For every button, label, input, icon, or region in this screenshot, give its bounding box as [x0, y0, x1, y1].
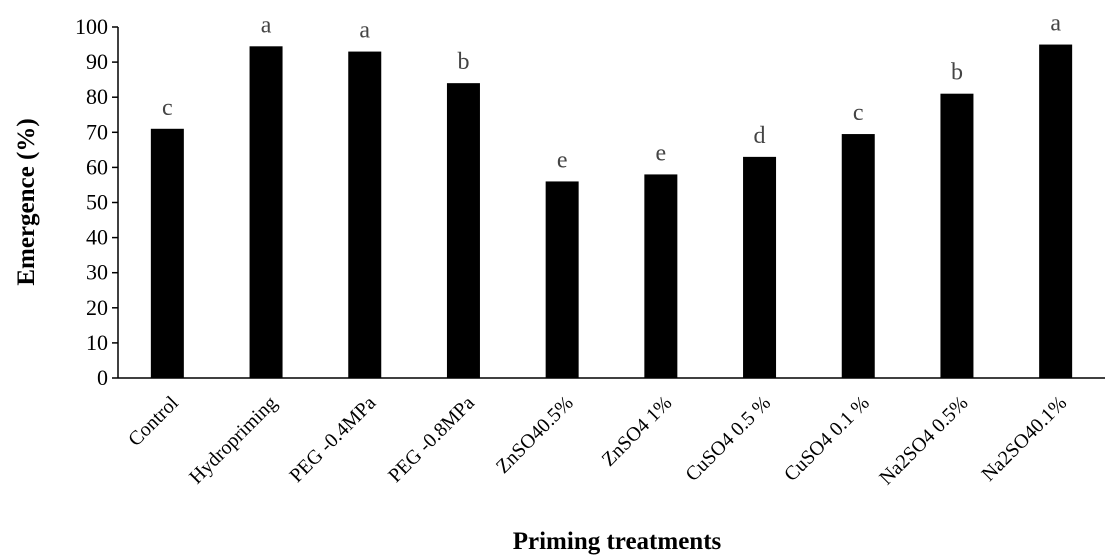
y-tick-label: 40 [86, 225, 108, 250]
y-tick-label: 50 [86, 190, 108, 215]
significance-letter: e [656, 140, 667, 166]
y-tick-label: 10 [86, 330, 108, 355]
significance-letter: d [754, 123, 766, 149]
bar [150, 128, 184, 378]
bar [1039, 44, 1073, 379]
bar [545, 181, 579, 378]
x-tick-label: ZnSO4 1% [598, 392, 677, 471]
significance-letter: a [1050, 11, 1061, 37]
y-tick-label: 20 [86, 295, 108, 320]
significance-letter: b [951, 60, 963, 86]
bars [150, 44, 1073, 379]
bar [743, 156, 777, 378]
y-tick-label: 0 [97, 365, 108, 390]
bar [446, 83, 480, 378]
significance-letter: b [457, 49, 469, 75]
bar [841, 134, 875, 378]
x-tick-label: PEG -0.4MPa [285, 392, 380, 487]
y-tick-label: 30 [86, 260, 108, 285]
y-tick-label: 70 [86, 119, 108, 144]
significance-letter: c [853, 100, 864, 126]
x-tick-label: ZnSO40.5% [492, 392, 578, 478]
x-axis-tick-labels: Control Hydropriming PEG -0.4MPa PEG -0.8MP… [124, 392, 1071, 490]
y-tick-label: 100 [75, 14, 108, 39]
x-tick-label: Na2SO4 0.5% [875, 392, 972, 489]
significance-letters: c a a b e e d c b a [162, 11, 1061, 174]
significance-letter: c [162, 95, 173, 121]
y-axis-ticks: 0 10 20 30 40 50 60 70 80 90 100 [75, 14, 118, 390]
x-axis-title: Priming treatments [513, 528, 722, 555]
bar [348, 51, 382, 378]
y-tick-label: 80 [86, 84, 108, 109]
x-tick-label: Control [124, 392, 183, 451]
x-tick-label: CuSO4 0.5 % [681, 392, 775, 486]
x-tick-label: Na2SO40.1% [977, 392, 1071, 486]
y-axis-title: Emergence (%) [13, 118, 40, 285]
y-tick-label: 90 [86, 49, 108, 74]
bar [644, 174, 678, 378]
significance-letter: e [557, 147, 568, 173]
significance-letter: a [261, 12, 272, 38]
x-tick-label: Hydropriming [185, 392, 281, 488]
x-tick-label: PEG -0.8MPa [384, 392, 479, 487]
y-tick-label: 60 [86, 154, 108, 179]
significance-letter: a [359, 18, 370, 44]
bar [940, 93, 974, 378]
bar [249, 46, 283, 379]
x-tick-label: CuSO4 0.1 % [780, 392, 874, 486]
